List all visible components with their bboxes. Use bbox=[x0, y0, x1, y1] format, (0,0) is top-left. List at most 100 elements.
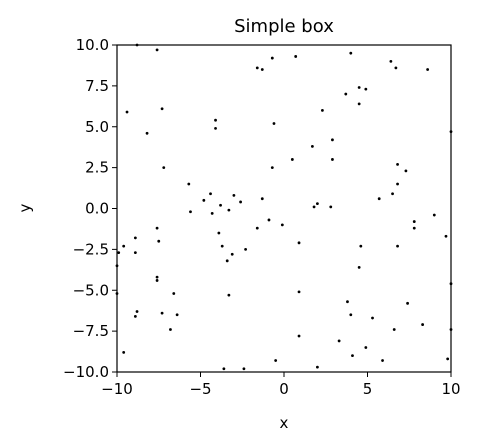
scatter-point bbox=[117, 251, 121, 255]
scatter-point bbox=[145, 131, 149, 135]
scatter-point bbox=[396, 244, 399, 248]
scatter-point bbox=[160, 311, 164, 315]
scatter-point bbox=[297, 241, 301, 245]
scatter-point bbox=[267, 218, 271, 222]
scatter-point bbox=[349, 313, 353, 317]
scatter-point bbox=[316, 202, 319, 205]
x-tick-label: 5 bbox=[363, 380, 373, 398]
scatter-point bbox=[133, 251, 137, 255]
scatter-point bbox=[175, 313, 179, 317]
x-tick-label: −5 bbox=[189, 380, 211, 398]
scatter-point bbox=[357, 102, 361, 106]
scatter-point bbox=[337, 339, 341, 343]
scatter-point bbox=[217, 231, 221, 235]
scatter-point bbox=[412, 220, 416, 223]
scatter-point bbox=[392, 328, 396, 331]
scatter-point bbox=[155, 226, 159, 230]
scatter-point bbox=[222, 367, 226, 371]
scatter-point bbox=[255, 226, 259, 230]
scatter-point bbox=[189, 210, 192, 214]
scatter-point bbox=[316, 365, 319, 369]
scatter-point bbox=[312, 205, 316, 209]
scatter-point bbox=[242, 367, 246, 371]
scatter-point bbox=[290, 158, 294, 161]
scatter-point bbox=[331, 158, 334, 161]
scatter-point bbox=[394, 66, 398, 70]
scatter-point bbox=[421, 323, 425, 326]
y-tick-label: −10.0 bbox=[63, 363, 109, 381]
scatter-point bbox=[214, 118, 217, 122]
scatter-point bbox=[209, 192, 212, 196]
scatter-point bbox=[396, 182, 399, 186]
scatter-point bbox=[280, 223, 284, 227]
y-tick-label: 10.0 bbox=[76, 36, 109, 54]
scatter-point bbox=[364, 346, 368, 349]
scatter-point bbox=[125, 110, 129, 114]
scatter-point bbox=[133, 315, 137, 318]
x-axis-label: x bbox=[280, 414, 289, 432]
y-tick-label: −7.5 bbox=[73, 322, 109, 340]
scatter-point bbox=[135, 310, 139, 313]
x-tick-label: 10 bbox=[441, 380, 460, 398]
scatter-point bbox=[260, 68, 264, 71]
scatter-point bbox=[426, 68, 430, 71]
scatter-point bbox=[270, 56, 274, 60]
scatter-point bbox=[169, 328, 172, 331]
scatter-point bbox=[172, 292, 176, 295]
x-axis-ticks: −10 −5 0 5 10 bbox=[101, 372, 461, 398]
scatter-point bbox=[272, 122, 276, 125]
scatter-point bbox=[329, 205, 333, 209]
scatter-point bbox=[364, 87, 368, 91]
scatter-point bbox=[219, 203, 222, 207]
scatter-point bbox=[155, 48, 159, 52]
scatter-point bbox=[155, 275, 159, 279]
scatter-point bbox=[389, 59, 393, 63]
scatter-point bbox=[371, 316, 374, 320]
scatter-point bbox=[162, 166, 166, 170]
scatter-point bbox=[227, 293, 231, 297]
scatter-point bbox=[412, 226, 416, 230]
y-axis-label: y bbox=[16, 203, 34, 212]
scatter-point bbox=[244, 247, 247, 251]
scatter-point bbox=[349, 51, 353, 55]
y-tick-label: 7.5 bbox=[85, 77, 109, 95]
scatter-point bbox=[220, 244, 224, 248]
scatter-point bbox=[255, 66, 259, 70]
scatter-point bbox=[396, 162, 399, 166]
data-points bbox=[115, 43, 453, 371]
scatter-point bbox=[133, 236, 137, 240]
scatter-point bbox=[239, 200, 242, 204]
scatter-point bbox=[202, 198, 206, 202]
y-tick-label: −2.5 bbox=[73, 240, 109, 258]
scatter-point bbox=[225, 259, 229, 263]
scatter-point bbox=[260, 197, 264, 201]
scatter-point bbox=[391, 192, 394, 196]
scatter-point bbox=[210, 212, 214, 215]
x-tick-label: −10 bbox=[101, 380, 133, 398]
scatter-point bbox=[359, 244, 363, 248]
scatter-point bbox=[446, 357, 450, 361]
scatter-point bbox=[230, 252, 234, 256]
scatter-point bbox=[406, 301, 409, 305]
scatter-point bbox=[155, 279, 159, 282]
scatter-point bbox=[122, 350, 126, 354]
scatter-point bbox=[232, 194, 236, 197]
scatter-point bbox=[346, 300, 349, 304]
y-tick-label: 2.5 bbox=[85, 159, 109, 177]
y-tick-label: −5.0 bbox=[73, 281, 109, 299]
y-tick-label: 5.0 bbox=[85, 118, 109, 136]
scatter-point bbox=[214, 126, 217, 130]
scatter-point bbox=[444, 234, 448, 238]
scatter-point bbox=[294, 55, 298, 58]
scatter-point bbox=[122, 244, 126, 248]
scatter-point bbox=[187, 182, 191, 186]
y-tick-label: 0.0 bbox=[85, 200, 109, 218]
scatter-point bbox=[297, 290, 301, 294]
scatter-point bbox=[381, 359, 384, 362]
scatter-point bbox=[274, 359, 278, 362]
scatter-point bbox=[404, 169, 408, 173]
scatter-point bbox=[160, 107, 164, 111]
scatter-point bbox=[310, 144, 314, 148]
